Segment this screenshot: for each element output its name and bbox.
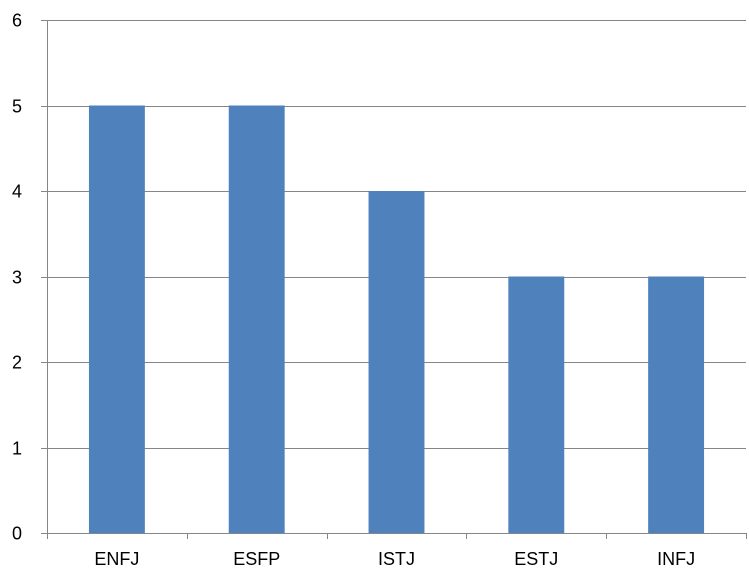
- x-tick-label-esfp: ESFP: [233, 549, 280, 569]
- x-tick-label-estj: ESTJ: [514, 549, 558, 569]
- bar-infj: [648, 276, 705, 533]
- bar-esfp: [228, 105, 285, 533]
- bar-istj: [368, 191, 425, 533]
- y-tick-label-3: 3: [12, 268, 22, 288]
- y-tick-label-2: 2: [12, 353, 22, 373]
- y-tick-label-0: 0: [12, 524, 22, 544]
- bar-estj: [508, 276, 565, 533]
- x-tick-labels: ENFJ ESFP ISTJ ESTJ INFJ: [94, 549, 695, 569]
- y-tick-labels: 0 1 2 3 4 5 6: [12, 11, 22, 544]
- x-tick-label-enfj: ENFJ: [94, 549, 139, 569]
- y-tick-label-5: 5: [12, 97, 22, 117]
- x-tick-label-infj: INFJ: [657, 549, 695, 569]
- y-tick-label-1: 1: [12, 439, 22, 459]
- x-tick-label-istj: ISTJ: [378, 549, 415, 569]
- y-tick-label-6: 6: [12, 11, 22, 31]
- axes: [41, 20, 747, 539]
- bar-enfj: [88, 105, 145, 533]
- y-tick-label-4: 4: [12, 182, 22, 202]
- bars: [88, 105, 705, 533]
